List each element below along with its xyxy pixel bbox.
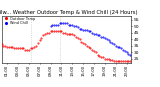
Legend: Outdoor Temp, Wind Chill: Outdoor Temp, Wind Chill: [2, 16, 36, 25]
Title: Milw... Weather Outdoor Temp & Wind Chill (24 Hours): Milw... Weather Outdoor Temp & Wind Chil…: [0, 10, 138, 15]
